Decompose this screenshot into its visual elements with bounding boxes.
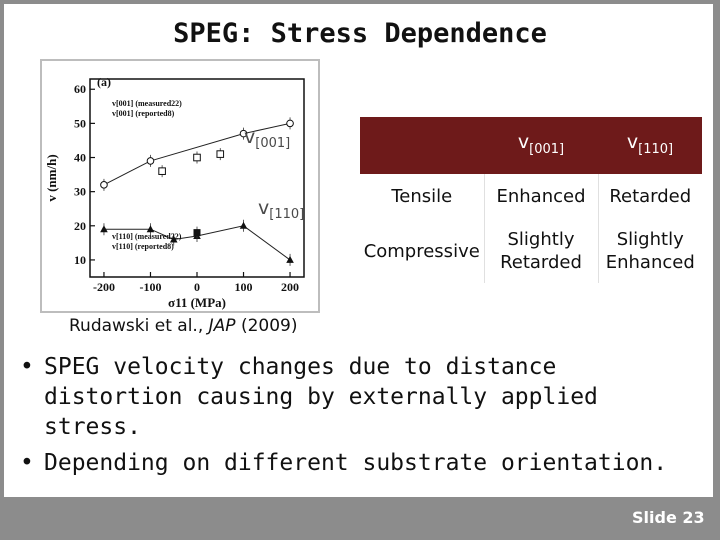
citation-journal: JAP <box>208 316 236 336</box>
series-line <box>103 225 291 261</box>
slide-title: SPEG: Stress Dependence <box>173 18 547 49</box>
x-tick-label: -200 <box>93 280 115 294</box>
data-point-open-circle <box>239 129 248 138</box>
bullet-item: • Depending on different substrate orient… <box>20 450 668 476</box>
data-point-open-square <box>193 153 201 162</box>
citation-year: (2009) <box>240 316 298 336</box>
row-label-compressive: Compressive <box>363 240 480 262</box>
data-point-open-square <box>158 167 166 175</box>
row-label-tensile: Tensile <box>391 186 453 207</box>
x-tick-label: 0 <box>194 280 200 294</box>
slide-number: Slide 23 <box>632 508 705 527</box>
data-point-open-circle <box>146 157 155 165</box>
citation-authors: Rudawski et al., <box>69 316 204 336</box>
bullet-dot-icon: • <box>20 354 34 380</box>
citation: Rudawski et al., JAP (2009) <box>69 316 298 336</box>
data-point-filled-triangle <box>286 255 294 263</box>
cell-tensile-v001: Enhanced <box>483 174 599 219</box>
cell-tensile-v110: Retarded <box>609 186 692 207</box>
v001-overlay-label: v[001] <box>244 126 290 151</box>
x-tick-label: 100 <box>235 280 253 294</box>
data-point-filled-triangle <box>169 235 178 243</box>
table-row: Tensile Enhanced Retarded <box>360 174 702 219</box>
data-point-open-circle <box>286 119 294 128</box>
data-point-filled-triangle <box>100 225 108 233</box>
table-row: Compressive Slightly Retarded Slightly Enh… <box>360 219 702 283</box>
legend-bottom-entry: v[110] (measured22) <box>112 232 182 241</box>
figure-panel: -200 -100 0 100 200 10 20 30 40 50 60 σ11 (MPa) v (n… <box>40 59 320 313</box>
cell-compressive-v110: Slightly Enhanced <box>605 229 695 273</box>
legend-top-entry: v[001] (reported8) <box>112 109 175 118</box>
legend-bottom: v[110] (measured22) v[110] (reported8) <box>112 232 182 251</box>
series-line <box>103 122 291 186</box>
table-header-row: v[001] v[110] <box>360 117 702 174</box>
legend-bottom-entry: v[110] (reported8) <box>112 242 174 251</box>
x-axis-label: σ11 (MPa) <box>168 295 226 310</box>
y-axis-label: v (nm/h) <box>44 154 59 201</box>
table-header-v001: v[001] <box>484 117 598 174</box>
y-tick-label: 40 <box>74 151 86 165</box>
y-tick-label: 60 <box>74 82 86 96</box>
table-header-empty <box>360 117 484 174</box>
y-tick-label: 20 <box>74 219 86 233</box>
y-tick-label: 30 <box>74 185 86 199</box>
y-tick-label: 10 <box>74 253 86 267</box>
y-tick-label: 50 <box>74 116 86 130</box>
table-header-v110: v[110] <box>598 117 702 174</box>
v110-overlay-label: v[110] <box>258 197 304 222</box>
legend-top: v[001] (measured22) v[001] (reported8) <box>112 99 182 118</box>
x-tick-label: 200 <box>281 280 299 294</box>
data-point-filled-square <box>193 229 201 237</box>
data-point-open-square <box>216 150 225 158</box>
data-point-open-circle <box>100 181 108 189</box>
cell-compressive-v001: Slightly Retarded <box>483 219 599 283</box>
bullet-dot-icon: • <box>20 450 34 476</box>
stress-effect-table: v[001] v[110] Tensile Enhanced Retarded … <box>360 117 702 283</box>
data-point-filled-triangle <box>239 221 248 229</box>
bullet-item: • SPEG velocity changes due to distance d… <box>20 354 598 440</box>
data-point-filled-triangle <box>146 225 155 233</box>
stress-velocity-chart: -200 -100 0 100 200 10 20 30 40 50 60 σ11 (MPa) v (n… <box>44 75 305 310</box>
legend-top-entry: v[001] (measured22) <box>112 99 182 108</box>
panel-label: (a) <box>97 75 111 89</box>
bullet-list: • SPEG velocity changes due to distance d… <box>20 352 680 484</box>
x-tick-label: -100 <box>139 280 161 294</box>
